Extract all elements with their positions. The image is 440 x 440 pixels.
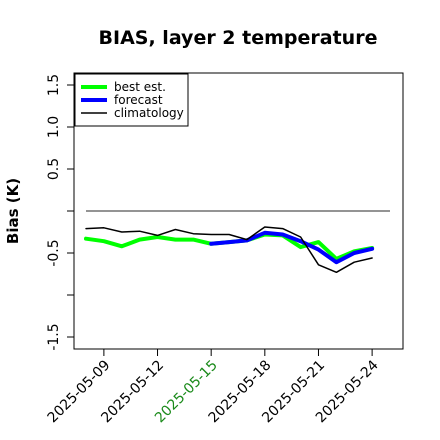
legend-label: climatology [114, 106, 184, 120]
legend-box [74, 73, 189, 127]
y-tick-label: 0.5 [46, 158, 62, 180]
y-tick-label: -1.5 [46, 323, 62, 350]
y-axis-label: Bias (K) [4, 178, 22, 244]
legend-label: best est. [114, 80, 166, 94]
series-layer [84, 226, 375, 274]
chart-title: BIAS, layer 2 temperature [99, 27, 378, 49]
series-line-climatology [85, 226, 373, 274]
y-tick-label: 1.5 [46, 74, 62, 96]
series-line-forecast [209, 230, 375, 265]
legend-label: forecast [114, 93, 163, 107]
y-tick-label: 1.0 [46, 116, 62, 138]
y-tick-label: -0.5 [46, 239, 62, 266]
